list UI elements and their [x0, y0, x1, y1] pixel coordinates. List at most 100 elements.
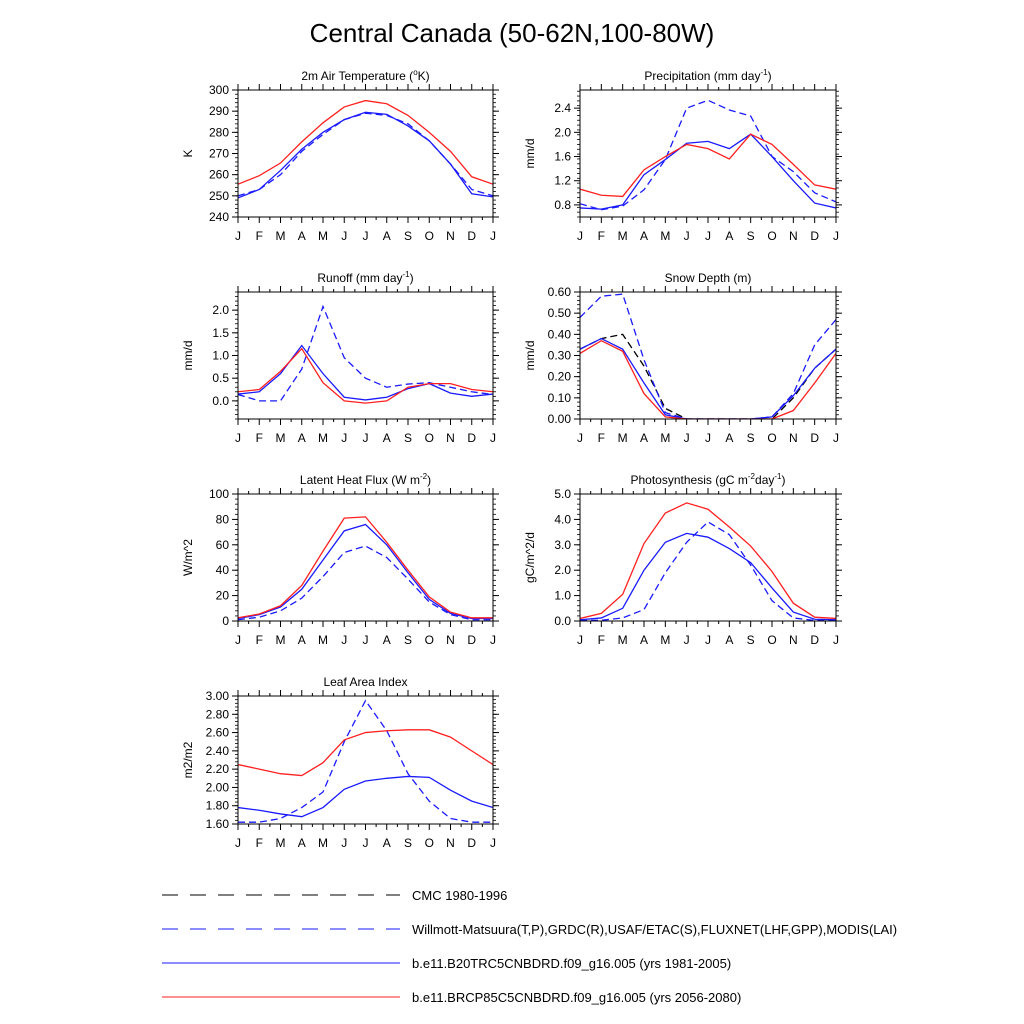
y-tick-label: 1.0	[554, 589, 571, 603]
y-tick-label: 1.60	[206, 817, 230, 831]
x-tick-label: D	[467, 229, 476, 243]
legend-label-3: b.e11.B20TRC5CNBDRD.f09_g16.005 (yrs 198…	[412, 956, 731, 971]
x-tick-label: J	[833, 431, 839, 445]
chart-title: Runoff (mm day-1)	[317, 270, 413, 285]
series-line-1	[580, 99, 836, 211]
series-line-2	[238, 111, 493, 199]
y-tick-label: 260	[209, 168, 229, 182]
x-tick-label: J	[705, 431, 711, 445]
y-tick-label: 0.5	[212, 371, 229, 385]
x-tick-label: F	[256, 229, 263, 243]
y-tick-label: 2.60	[206, 726, 230, 740]
x-tick-label: M	[660, 229, 670, 243]
y-axis-label: gC/m^2/d	[523, 532, 537, 583]
x-tick-label: A	[725, 431, 733, 445]
x-tick-label: F	[256, 431, 263, 445]
x-tick-label: S	[404, 633, 412, 647]
x-tick-label: J	[577, 431, 583, 445]
plot-frame	[237, 493, 494, 622]
y-tick-label: 1.6	[554, 150, 571, 164]
page-title: Central Canada (50-62N,100-80W)	[309, 18, 715, 48]
x-tick-label: M	[618, 229, 628, 243]
x-tick-label: M	[618, 633, 628, 647]
plot-frame	[579, 493, 837, 622]
x-tick-label: J	[833, 633, 839, 647]
x-tick-label: D	[810, 229, 819, 243]
x-tick-label: J	[577, 633, 583, 647]
y-axis-label: mm/d	[181, 341, 195, 371]
series-line-3	[238, 99, 493, 185]
x-tick-label: A	[298, 431, 306, 445]
chart-title: 2m Air Temperature (oK)	[301, 68, 429, 83]
x-tick-label: J	[490, 836, 496, 850]
y-tick-label: 20	[216, 589, 230, 603]
y-tick-label: 2.0	[554, 563, 571, 577]
x-tick-label: A	[640, 633, 648, 647]
x-tick-label: A	[383, 431, 391, 445]
y-tick-label: 280	[209, 125, 229, 139]
x-tick-label: A	[640, 229, 648, 243]
x-tick-label: J	[341, 836, 347, 850]
x-tick-label: A	[383, 229, 391, 243]
x-tick-label: A	[298, 836, 306, 850]
chart-panel-4: J F M A M J J A S O N D J0.000.100.200.300.400.500.6…	[523, 271, 842, 445]
chart-panel-2: J F M A M J J A S O N D J0.81.21.62.02.4Precipitatio…	[523, 68, 842, 243]
x-tick-label: A	[298, 633, 306, 647]
y-tick-label: 2.20	[206, 762, 230, 776]
x-tick-label: J	[363, 431, 369, 445]
series-line-3	[580, 337, 836, 419]
x-tick-label: D	[467, 633, 476, 647]
x-tick-label: J	[235, 633, 241, 647]
legend-label-4: b.e11.BRCP85C5CNBDRD.f09_g16.005 (yrs 20…	[412, 990, 741, 1005]
x-tick-label: N	[789, 633, 798, 647]
y-tick-label: 3.00	[206, 689, 230, 703]
x-tick-label: F	[256, 836, 263, 850]
x-tick-label: M	[660, 633, 670, 647]
y-tick-label: 4.0	[554, 512, 571, 526]
x-tick-label: J	[341, 229, 347, 243]
x-tick-label: S	[404, 229, 412, 243]
plot-frame	[579, 89, 837, 218]
x-tick-label: N	[446, 836, 455, 850]
y-tick-label: 2.4	[554, 101, 571, 115]
x-tick-label: D	[810, 633, 819, 647]
series-line-2	[580, 532, 836, 621]
y-tick-label: 0.00	[548, 412, 572, 426]
x-tick-label: J	[363, 836, 369, 850]
y-tick-label: 2.40	[206, 744, 230, 758]
x-tick-label: J	[363, 633, 369, 647]
legend-label-1: CMC 1980-1996	[412, 888, 507, 903]
y-tick-label: 2.00	[206, 780, 230, 794]
x-tick-label: M	[276, 633, 286, 647]
y-tick-label: 0.8	[554, 198, 571, 212]
chart-title: Photosynthesis (gC m-2day-1)	[631, 472, 786, 487]
x-tick-label: A	[383, 633, 391, 647]
x-tick-label: J	[363, 229, 369, 243]
y-tick-label: 240	[209, 210, 229, 224]
x-tick-label: N	[446, 633, 455, 647]
x-tick-label: J	[490, 431, 496, 445]
x-tick-label: D	[810, 431, 819, 445]
series-line-2	[238, 344, 493, 401]
x-tick-label: A	[725, 633, 733, 647]
x-tick-label: J	[705, 633, 711, 647]
chart-panel-6: J F M A M J J A S O N D J0.01.02.03.04.05.0Photosynt…	[523, 472, 842, 647]
y-tick-label: 0.40	[548, 327, 572, 341]
y-tick-label: 3.0	[554, 538, 571, 552]
y-tick-label: 1.80	[206, 799, 230, 813]
series-line-2	[238, 775, 493, 818]
x-tick-label: J	[490, 633, 496, 647]
x-tick-label: F	[256, 633, 263, 647]
x-tick-label: M	[318, 229, 328, 243]
y-tick-label: 0.50	[548, 306, 572, 320]
series-line-2	[580, 293, 836, 419]
x-tick-label: J	[235, 229, 241, 243]
x-tick-label: D	[467, 836, 476, 850]
x-tick-label: N	[446, 229, 455, 243]
x-tick-label: M	[276, 836, 286, 850]
y-tick-label: 0.30	[548, 349, 572, 363]
y-tick-label: 5.0	[554, 487, 571, 501]
x-tick-label: D	[467, 431, 476, 445]
